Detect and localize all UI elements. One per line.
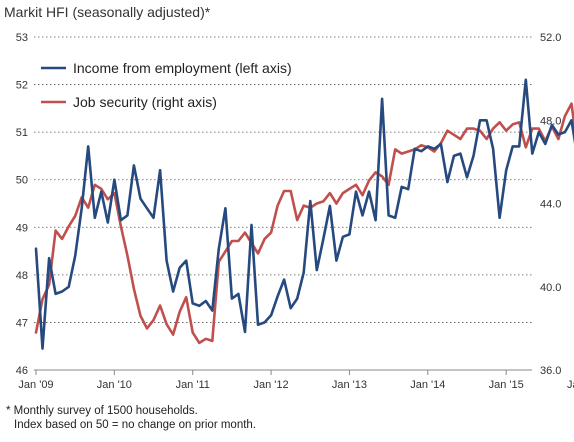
- footnotes: * Monthly survey of 1500 households. Ind…: [6, 404, 256, 432]
- footnote-survey: * Monthly survey of 1500 households.: [6, 405, 198, 417]
- x-tick-label: Jan '14: [410, 379, 445, 391]
- y-left-tick-label: 52: [16, 80, 28, 92]
- chart-title: Markit HFI (seasonally adjusted)*: [4, 4, 211, 20]
- series-line-job-security: [34, 102, 574, 345]
- y-right-tick-label: 36.0: [540, 365, 561, 377]
- y-axis-right: 36.0 40.0 44.0 48.0 52.0: [540, 32, 561, 377]
- legend-label: Job security (right axis): [73, 94, 217, 110]
- legend-item: Income from employment (left axis): [41, 60, 292, 76]
- y-right-tick-label: 48.0: [540, 115, 561, 127]
- x-tick-label: Jan '16: [567, 379, 574, 391]
- series-lines: [34, 78, 574, 350]
- x-tick-label: Jan '11: [176, 379, 210, 391]
- x-tick-label: Jan '09: [18, 379, 53, 391]
- x-tick-label: Jan '10: [97, 379, 132, 391]
- legend: Income from employment (left axis) Job se…: [41, 60, 292, 110]
- y-axis-left: 46 47 48 49 50 51 52 53: [16, 32, 28, 377]
- y-left-tick-label: 48: [16, 270, 28, 282]
- x-tick-label: Jan '12: [254, 379, 289, 391]
- y-left-tick-label: 49: [16, 222, 28, 234]
- series-line-income: [34, 78, 574, 350]
- x-axis: Jan '09 Jan '10 Jan '11 Jan '12 Jan '13 Jan '…: [18, 369, 574, 391]
- y-left-tick-label: 47: [16, 317, 28, 329]
- y-right-tick-label: 52.0: [540, 32, 561, 44]
- y-right-tick-label: 40.0: [540, 282, 561, 294]
- y-left-tick-label: 50: [16, 175, 28, 187]
- y-left-tick-label: 53: [16, 32, 28, 44]
- x-tick-label: Jan '15: [489, 379, 524, 391]
- y-left-tick-label: 46: [16, 365, 28, 377]
- grid-lines: [34, 36, 532, 323]
- y-left-tick-label: 51: [16, 127, 28, 139]
- footnote-index: Index based on 50 = no change on prior m…: [14, 419, 256, 431]
- y-right-tick-label: 44.0: [540, 199, 561, 211]
- legend-label: Income from employment (left axis): [73, 60, 292, 76]
- x-tick-label: Jan '13: [332, 379, 367, 391]
- legend-item: Job security (right axis): [41, 94, 217, 110]
